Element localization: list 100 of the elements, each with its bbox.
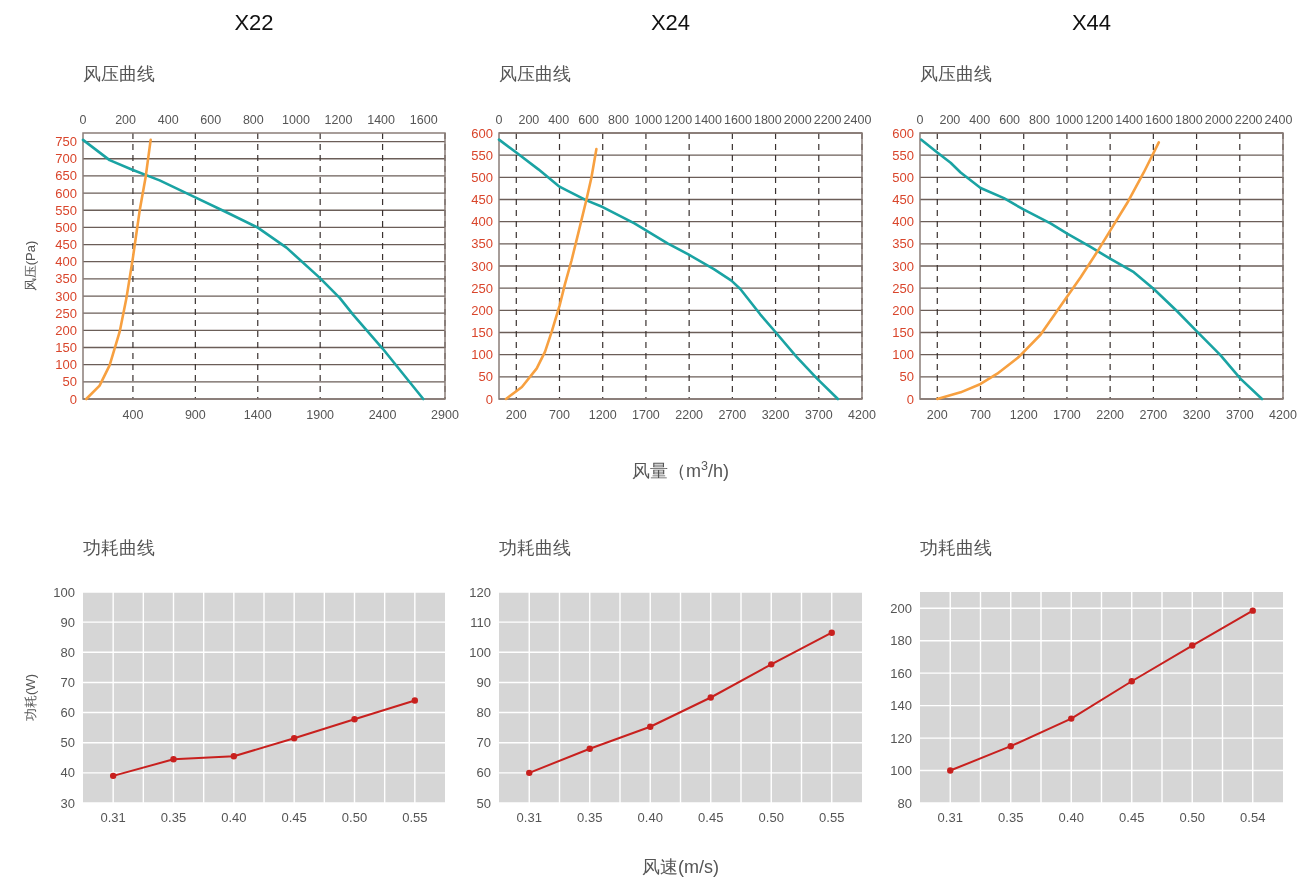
- chart-title: X24: [650, 10, 691, 35]
- y-tick-label: 250: [892, 280, 914, 296]
- x2-tick-label: 2000: [783, 113, 812, 127]
- y-tick-label: 550: [471, 147, 493, 163]
- x2-tick-label: 600: [999, 113, 1021, 127]
- x-tick-label: 0.40: [1058, 810, 1084, 825]
- point: [828, 629, 835, 636]
- y-tick-label: 700: [55, 151, 77, 167]
- x2-tick-label: 1200: [664, 113, 693, 127]
- y-tick-label: 600: [471, 125, 493, 141]
- point: [1189, 642, 1196, 649]
- x2-tick-label: 0: [495, 113, 503, 127]
- y-tick-label: 0: [69, 391, 77, 407]
- x2-tick-label: 800: [608, 113, 629, 127]
- y-tick-label: 300: [471, 258, 493, 274]
- x-tick-label: 400: [122, 408, 144, 422]
- x-tick-label: 900: [184, 408, 206, 422]
- x2-tick-label: 1400: [694, 113, 723, 127]
- x-tick-label: 700: [549, 408, 570, 422]
- y-tick-label: 200: [55, 322, 77, 338]
- point: [230, 753, 238, 760]
- y-tick-label: 110: [470, 614, 491, 630]
- x2-tick-label: 200: [518, 113, 540, 127]
- x-tick-label: 3700: [1225, 408, 1254, 422]
- x2-tick-label: 1000: [282, 113, 310, 127]
- y-tick-label: 140: [890, 698, 912, 714]
- x2-tick-label: 600: [200, 113, 222, 127]
- y-tick-label: 50: [899, 369, 914, 385]
- y-tick-label: 600: [55, 185, 77, 201]
- x2-tick-label: 1800: [1174, 113, 1203, 127]
- x-tick-label: 700: [970, 408, 991, 422]
- chart-title: X44: [1071, 10, 1112, 35]
- x2-tick-label: 0: [916, 113, 924, 127]
- x-tick-label: 3200: [761, 408, 790, 422]
- y-tick-label: 150: [55, 340, 77, 356]
- point: [1007, 742, 1014, 750]
- y-tick-label: 60: [60, 705, 75, 721]
- line-series: [504, 147, 598, 401]
- chart-title: 功耗曲线: [499, 538, 571, 558]
- y-axis-title: 风压(Pa): [23, 240, 38, 292]
- y-tick-label: 450: [892, 192, 914, 207]
- point: [1128, 678, 1135, 685]
- point: [290, 734, 298, 742]
- x-tick-label: 0.45: [281, 810, 307, 825]
- line-series: [81, 138, 425, 401]
- x-tick-label: 1700: [632, 408, 660, 422]
- x-axis-title: 风速(m/s): [642, 857, 719, 877]
- y-tick-label: 90: [476, 674, 491, 690]
- chart-title: 功耗曲线: [920, 538, 992, 558]
- x2-tick-label: 200: [939, 113, 961, 127]
- x-tick-label: 0.55: [402, 810, 428, 825]
- line-series: [84, 138, 152, 401]
- y-tick-label: 0: [906, 391, 914, 407]
- y-tick-label: 50: [478, 369, 493, 385]
- y-tick-label: 600: [892, 125, 914, 141]
- line-series: [497, 138, 840, 401]
- x-tick-label: 0.50: [341, 810, 368, 825]
- x-tick-label: 1700: [1053, 408, 1081, 422]
- x-tick-label: 200: [505, 408, 527, 422]
- x-tick-label: 2900: [431, 408, 459, 422]
- y-tick-label: 80: [60, 644, 75, 660]
- x-tick-label: 0.31: [516, 810, 542, 825]
- x2-tick-label: 200: [115, 113, 137, 127]
- x-axis-title: 风量（m$^{3}$/h): [631, 459, 730, 481]
- x2-tick-label: 400: [157, 113, 179, 127]
- y-tick-label: 550: [892, 147, 914, 163]
- x2-tick-label: 1800: [753, 113, 782, 127]
- x2-tick-label: 1000: [634, 113, 663, 127]
- y-tick-label: 40: [60, 765, 75, 781]
- y-tick-label: 180: [890, 633, 912, 649]
- y-tick-label: 70: [60, 674, 75, 690]
- y-tick-label: 80: [476, 705, 491, 721]
- y-tick-label: 100: [890, 763, 912, 779]
- y-tick-label: 120: [890, 730, 912, 746]
- y-tick-label: 350: [892, 236, 914, 252]
- chart-title: X22: [234, 10, 274, 35]
- x-tick-label: 0.31: [937, 810, 963, 825]
- x-tick-label: 1200: [1009, 408, 1038, 422]
- x-tick-label: 3700: [804, 408, 833, 422]
- y-tick-label: 550: [55, 202, 77, 218]
- point: [647, 723, 654, 730]
- x-tick-label: 0.31: [100, 810, 126, 825]
- y-tick-label: 650: [55, 168, 77, 184]
- y-tick-label: 200: [471, 302, 493, 318]
- x-tick-label: 0.45: [1119, 810, 1145, 825]
- x-tick-label: 0.35: [998, 810, 1024, 825]
- y-tick-label: 50: [60, 735, 75, 751]
- x-tick-label: 0.50: [1179, 810, 1205, 825]
- y-tick-label: 70: [476, 735, 491, 751]
- y-tick-label: 450: [55, 237, 77, 253]
- x-tick-label: 0.45: [698, 810, 724, 825]
- y-tick-label: 400: [892, 214, 914, 230]
- x2-tick-label: 800: [1029, 113, 1050, 127]
- point: [109, 772, 117, 780]
- y-tick-label: 100: [469, 644, 491, 660]
- x2-tick-label: 1600: [724, 113, 752, 127]
- y-tick-label: 160: [890, 665, 912, 681]
- y-tick-label: 100: [53, 584, 75, 600]
- x2-tick-label: 2400: [1264, 113, 1293, 127]
- x-tick-label: 0.40: [221, 810, 247, 825]
